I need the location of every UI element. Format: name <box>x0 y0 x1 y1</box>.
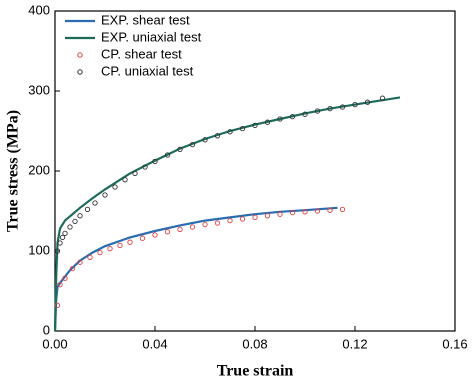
line <box>53 206 338 332</box>
marker <box>84 206 91 213</box>
marker <box>127 239 133 245</box>
x-tick-label: 0.12 <box>342 336 367 351</box>
marker <box>339 206 346 213</box>
marker <box>289 209 296 216</box>
x-tick-label: 0.04 <box>142 336 167 351</box>
marker <box>214 220 221 226</box>
y-tick-label: 400 <box>28 2 50 17</box>
x-tick-label: 0.00 <box>42 336 67 351</box>
legend-label: CP. shear test <box>101 46 182 61</box>
marker <box>202 221 208 228</box>
legend-label: CP. uniaxial test <box>101 63 194 78</box>
marker <box>364 99 371 105</box>
y-tick-label: 100 <box>28 242 50 257</box>
marker <box>314 208 321 214</box>
y-axis-title: True stress (MPa) <box>5 110 22 232</box>
marker <box>289 113 296 120</box>
marker <box>97 249 103 256</box>
marker <box>252 122 258 129</box>
y-tick-label: 200 <box>28 162 50 177</box>
y-tick-label: 300 <box>28 82 50 97</box>
marker <box>67 224 73 230</box>
legend-marker <box>77 69 83 75</box>
marker <box>87 254 93 261</box>
marker <box>132 170 138 177</box>
marker <box>252 214 258 221</box>
marker <box>239 125 246 132</box>
marker <box>177 146 183 153</box>
marker <box>69 265 76 272</box>
marker <box>152 232 158 238</box>
marker <box>107 245 113 252</box>
marker <box>164 229 171 235</box>
legend-label: EXP. shear test <box>101 12 190 27</box>
marker <box>379 95 386 101</box>
marker <box>277 211 283 217</box>
marker <box>102 192 108 198</box>
y-tick-label: 0 <box>43 322 50 337</box>
x-tick-label: 0.08 <box>242 336 267 351</box>
marker <box>54 302 61 309</box>
marker <box>239 216 246 222</box>
marker <box>164 152 171 158</box>
marker <box>112 184 118 190</box>
marker <box>327 207 333 213</box>
marker <box>314 108 321 114</box>
x-axis-title: True strain <box>217 363 294 380</box>
marker <box>189 141 196 148</box>
marker <box>177 226 183 233</box>
marker <box>264 119 271 125</box>
marker <box>227 129 233 135</box>
marker <box>302 111 308 117</box>
marker <box>122 177 128 183</box>
marker <box>62 275 68 281</box>
line <box>53 96 401 332</box>
x-tick-label: 0.16 <box>442 336 467 351</box>
marker <box>92 200 98 206</box>
marker <box>59 234 66 241</box>
marker <box>202 137 208 143</box>
marker <box>77 259 83 265</box>
marker <box>57 240 63 246</box>
marker <box>57 281 63 288</box>
marker <box>152 158 158 165</box>
marker <box>327 105 333 112</box>
legend-label: EXP. uniaxial test <box>101 29 202 44</box>
marker <box>302 209 308 215</box>
marker <box>189 224 196 230</box>
marker <box>142 164 148 170</box>
marker <box>277 116 283 122</box>
marker <box>352 101 358 108</box>
marker <box>214 133 221 139</box>
legend-marker <box>77 52 83 58</box>
marker <box>339 104 346 110</box>
marker <box>117 242 123 249</box>
marker <box>77 213 83 219</box>
marker <box>62 230 68 237</box>
marker <box>139 235 146 241</box>
marker <box>72 218 78 225</box>
marker <box>54 248 61 254</box>
marker <box>227 217 233 224</box>
marker <box>264 213 271 219</box>
